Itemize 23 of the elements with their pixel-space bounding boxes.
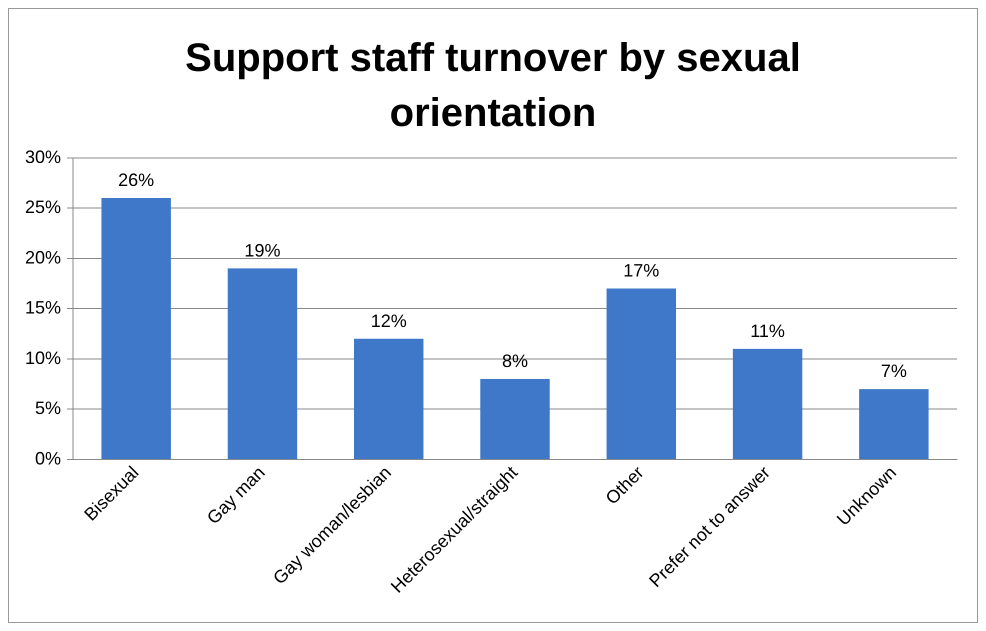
data-label: 11% (750, 320, 785, 341)
y-tick-label: 20% (24, 247, 62, 268)
chart-title: Support staff turnover by sexual orientation (184, 35, 802, 137)
data-label: 8% (502, 350, 528, 371)
data-label: 17% (623, 260, 660, 280)
bar (606, 288, 676, 459)
y-tick-label: 0% (35, 448, 62, 468)
bar (228, 268, 298, 459)
data-label: 7% (880, 361, 907, 382)
bar (732, 348, 802, 459)
data-label: 26% (118, 170, 154, 190)
x-tick-label: Gay man (203, 462, 269, 528)
bar (101, 198, 171, 459)
data-label: 19% (244, 240, 280, 260)
y-tick-label: 30% (24, 146, 62, 167)
bar (859, 389, 929, 459)
y-tick-label: 10% (24, 348, 62, 368)
y-tick-label: 5% (35, 398, 62, 418)
y-tick-label: 25% (24, 197, 62, 218)
data-label: 12% (370, 310, 407, 331)
bar (354, 338, 424, 459)
bar (480, 379, 550, 459)
y-tick-label: 15% (24, 298, 62, 318)
